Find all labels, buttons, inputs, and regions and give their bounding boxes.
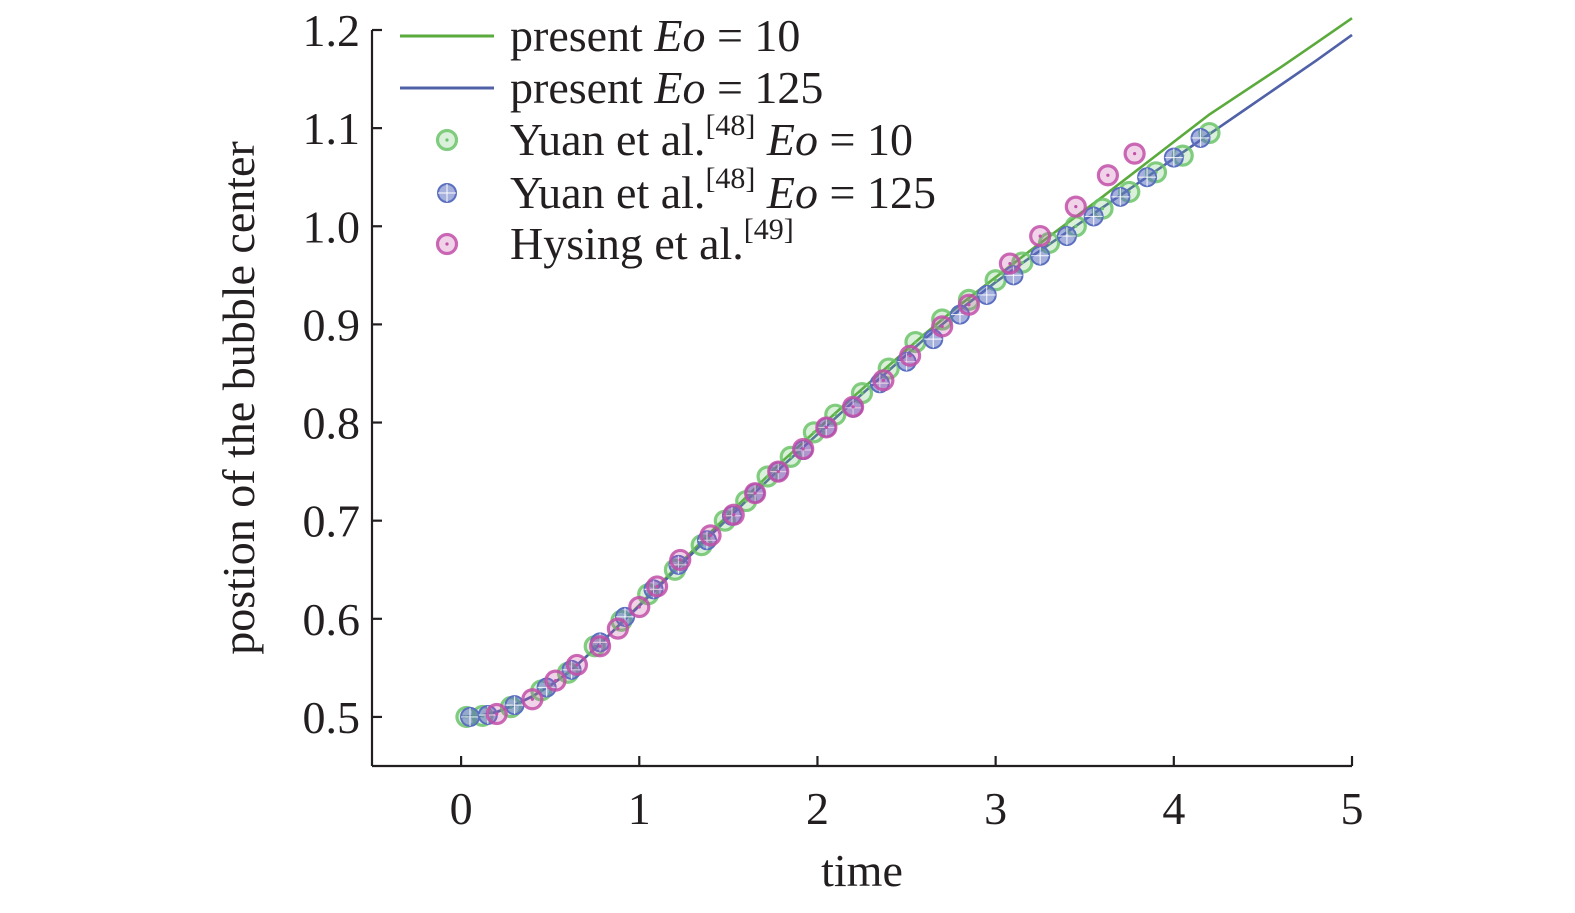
marker-hysing-et-al-49 — [544, 669, 567, 692]
legend-label: Yuan et al.[48] Eo = 125 — [510, 162, 936, 218]
x-tick-label: 0 — [450, 783, 473, 834]
y-tick-label: 1.2 — [303, 5, 361, 56]
marker-hysing-et-al-49 — [957, 293, 981, 316]
marker-hysing-et-al-49 — [722, 503, 745, 526]
legend-item-4: Yuan et al.[48] Eo = 125 — [437, 162, 936, 218]
y-tick-label: 0.7 — [303, 496, 361, 547]
y-ticks-layer: 0.5 0.6 0.7 0.8 0.9 1.0 1.1 1.2 — [303, 5, 382, 743]
marker-hysing-et-al-49 — [743, 482, 767, 505]
legend-marker-swatch — [437, 183, 457, 203]
marker-hysing-et-al-49 — [998, 252, 1021, 275]
marker-hysing-et-al-49 — [565, 653, 589, 677]
x-axis-label: time — [821, 845, 903, 896]
legend-item-3: Yuan et al.[48] Eo = 10 — [435, 109, 913, 165]
marker-yuan-et-al-48-eo-125 — [976, 284, 997, 305]
y-tick-label: 0.5 — [303, 692, 361, 743]
legend-label: present Eo = 10 — [510, 10, 800, 61]
marker-yuan-et-al-48-eo-125 — [1163, 147, 1184, 168]
legend-item-5: Hysing et al.[49] — [435, 213, 794, 269]
marker-hysing-et-al-49 — [521, 688, 544, 711]
marker-yuan-et-al-48-eo-125 — [1137, 167, 1158, 188]
marker-yuan-et-al-48-eo-125 — [1056, 226, 1077, 247]
marker-hysing-et-al-49 — [606, 617, 629, 640]
marker-hysing-et-al-49 — [899, 344, 922, 367]
marker-yuan-et-al-48-eo-125 — [1030, 245, 1051, 266]
marker-yuan-et-al-48-eo-125 — [504, 695, 525, 716]
marker-hysing-et-al-49 — [815, 416, 838, 439]
x-tick-label: 2 — [806, 783, 829, 834]
marker-hysing-et-al-49 — [628, 595, 651, 619]
axes-layer — [370, 30, 1352, 768]
marker-yuan-et-al-48-eo-125 — [615, 606, 636, 627]
marker-hysing-et-al-49 — [1064, 195, 1087, 218]
marker-hysing-et-al-49 — [931, 315, 954, 338]
y-tick-label: 0.6 — [303, 594, 361, 645]
legend-marker-swatch — [435, 128, 459, 152]
series-markers-layer — [455, 121, 1221, 729]
marker-hysing-et-al-49 — [1096, 164, 1119, 187]
marker-hysing-et-al-49 — [699, 524, 722, 547]
x-ticks-layer: 0 1 2 3 4 5 — [450, 756, 1364, 834]
y-tick-label: 0.8 — [303, 398, 361, 449]
legend-label: Hysing et al.[49] — [510, 213, 794, 269]
legend-marker-swatch — [435, 232, 459, 256]
legend-label: Yuan et al.[48] Eo = 10 — [510, 109, 913, 165]
marker-hysing-et-al-49 — [645, 575, 669, 598]
marker-hysing-et-al-49 — [792, 437, 815, 461]
y-tick-label: 0.9 — [303, 299, 361, 350]
marker-hysing-et-al-49 — [485, 702, 508, 726]
marker-hysing-et-al-49 — [872, 369, 895, 392]
legend-label: present Eo = 125 — [510, 62, 823, 113]
marker-hysing-et-al-49 — [841, 395, 865, 418]
marker-yuan-et-al-48-eo-125 — [1190, 127, 1211, 148]
marker-hysing-et-al-49 — [1123, 142, 1146, 165]
marker-yuan-et-al-48-eo-10 — [877, 357, 900, 380]
marker-hysing-et-al-49 — [669, 548, 692, 572]
marker-yuan-et-al-48-eo-125 — [460, 706, 480, 727]
y-axis-label: postion of the bubble center — [213, 141, 264, 655]
marker-hysing-et-al-49 — [588, 635, 612, 658]
x-tick-label: 3 — [984, 783, 1007, 834]
legend-item-2: present Eo = 125 — [400, 62, 823, 113]
y-tick-label: 1.0 — [303, 201, 361, 252]
marker-yuan-et-al-48-eo-125 — [1110, 186, 1131, 207]
marker-hysing-et-al-49 — [767, 460, 790, 483]
y-tick-label: 1.1 — [303, 103, 361, 154]
x-tick-label: 1 — [628, 783, 651, 834]
legend-item-1: present Eo = 10 — [400, 10, 800, 61]
marker-yuan-et-al-48-eo-125 — [1083, 206, 1104, 227]
x-tick-label: 4 — [1162, 783, 1185, 834]
x-tick-label: 5 — [1341, 783, 1364, 834]
marker-hysing-et-al-49 — [1029, 224, 1052, 248]
